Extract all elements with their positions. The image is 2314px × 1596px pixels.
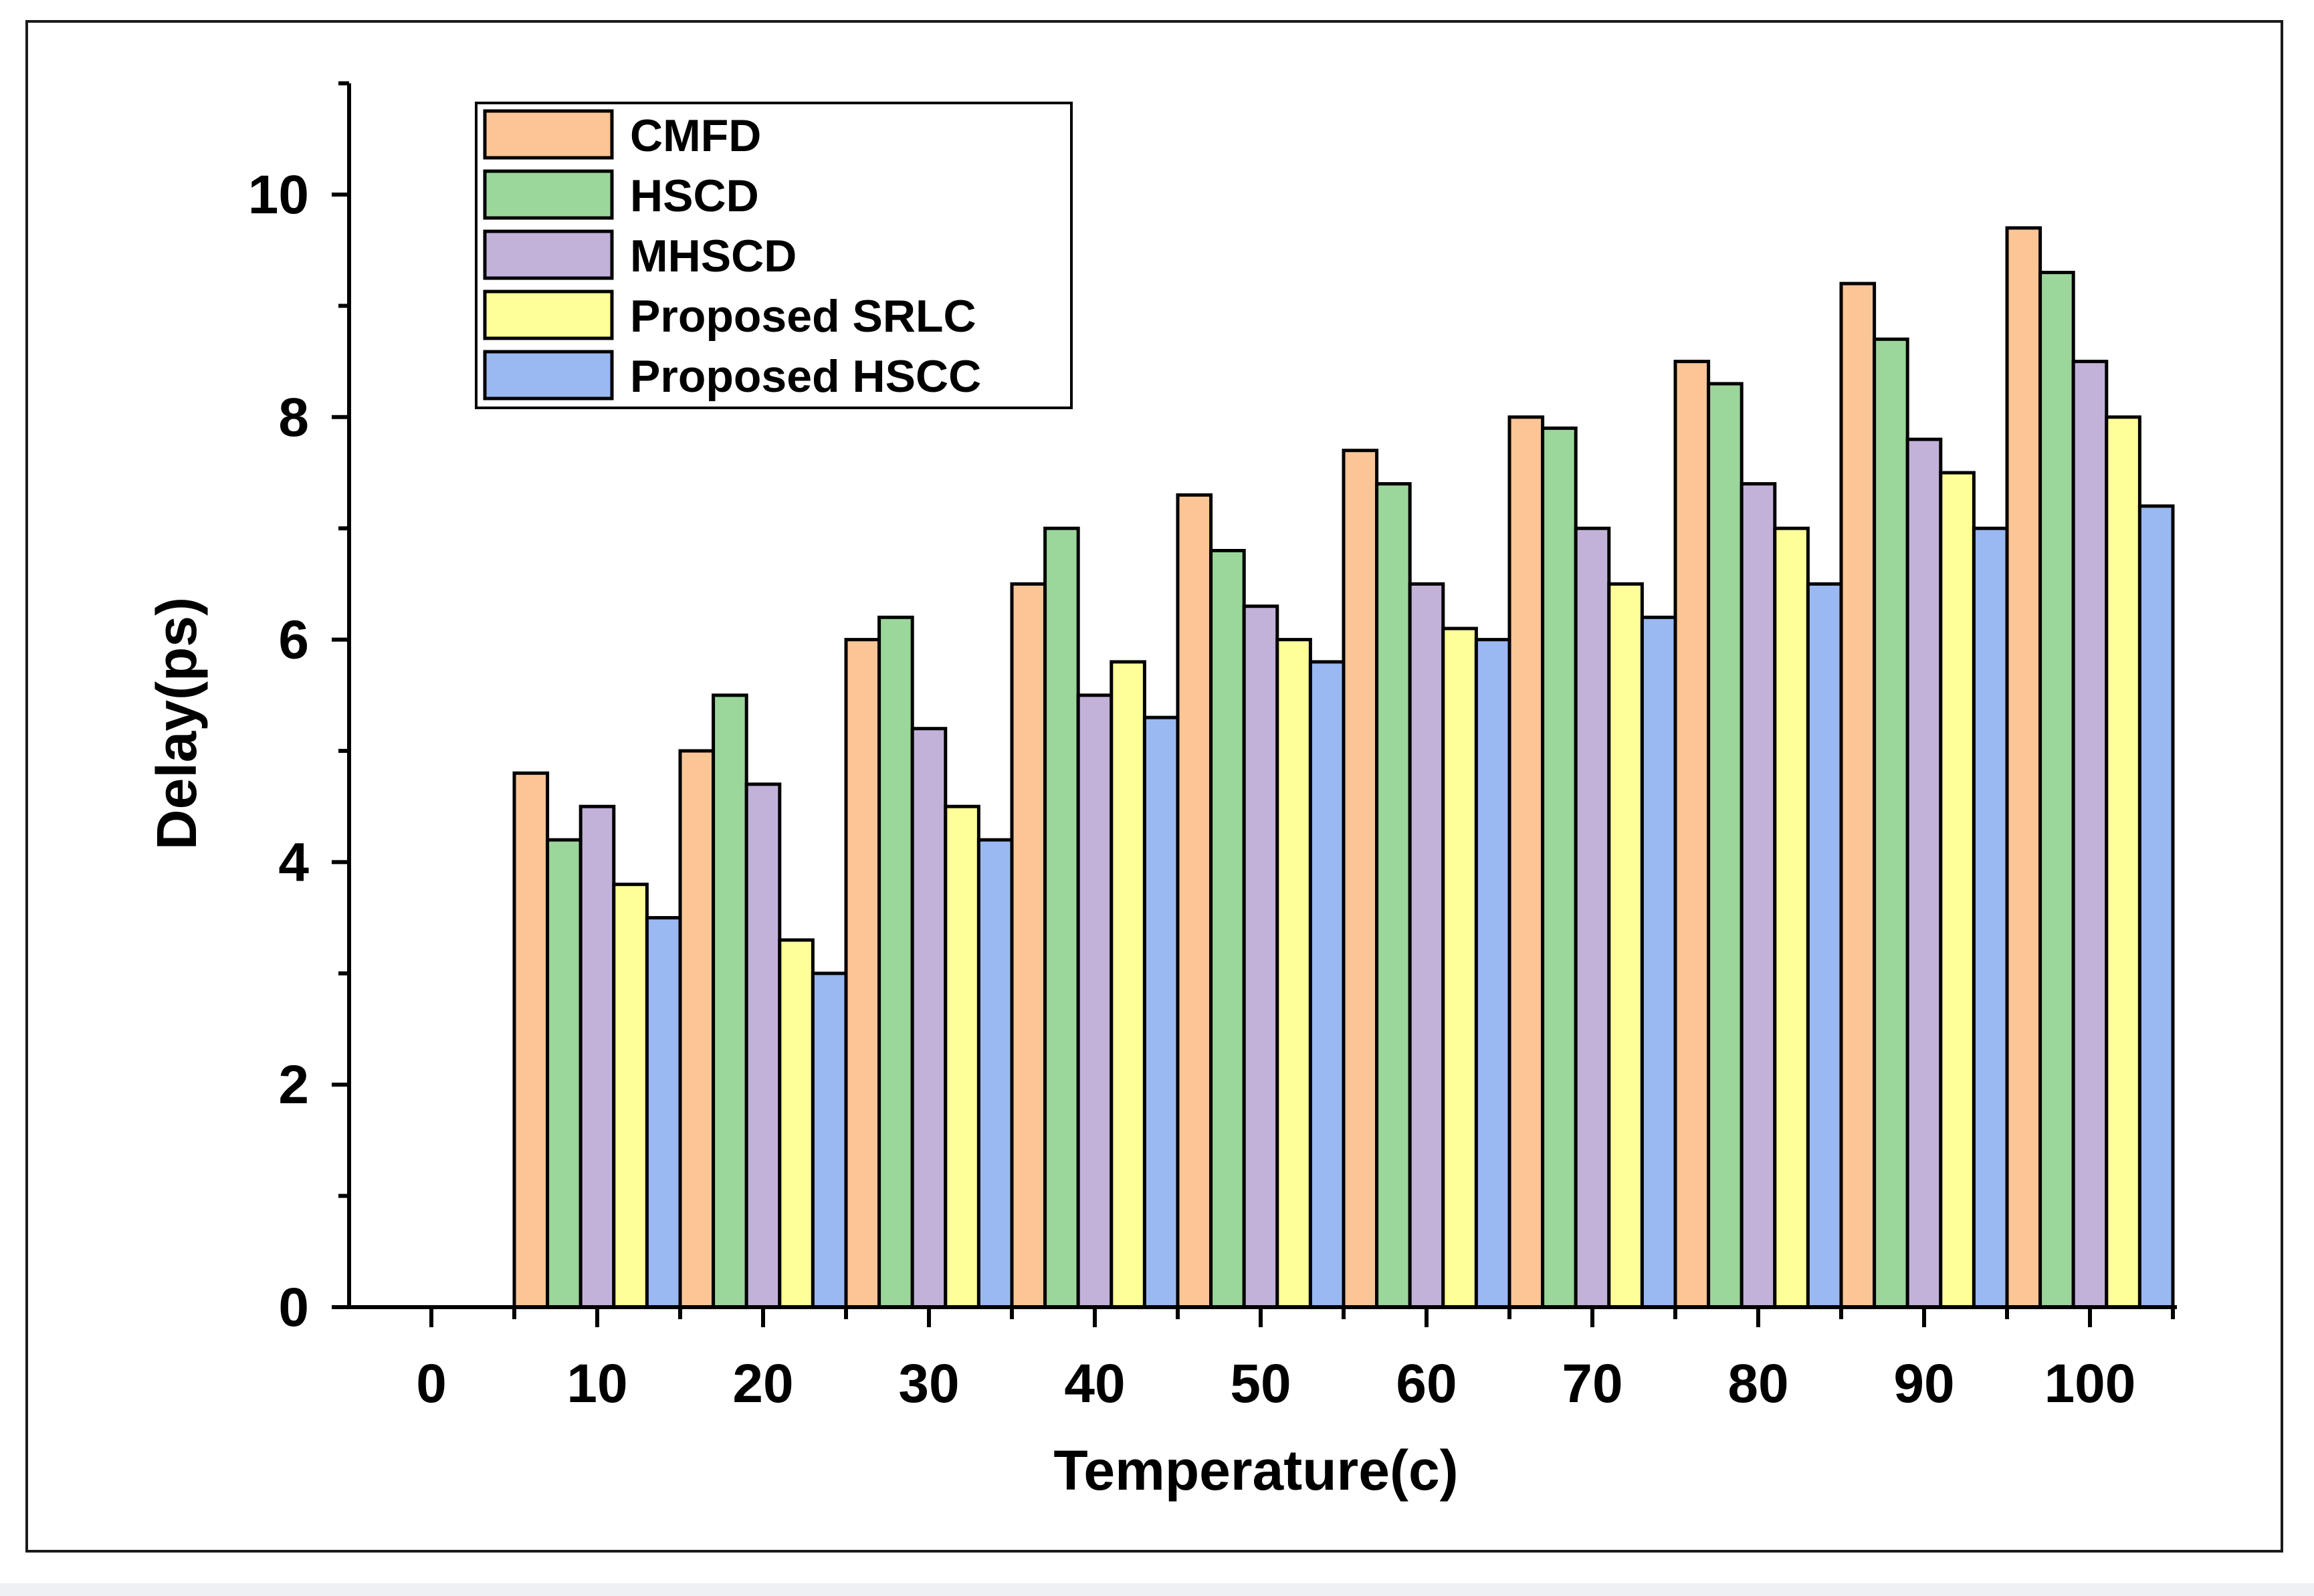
- x-axis-title: Temperature(c): [1053, 1439, 1458, 1502]
- bar-mhscd-60: [1408, 582, 1445, 1309]
- x-tick-label: 30: [898, 1353, 959, 1414]
- bar-proposed-hscc-10: [645, 916, 682, 1309]
- y-tick-label: 6: [278, 610, 309, 671]
- x-tick-label: 40: [1064, 1353, 1125, 1414]
- legend-label-mhscd: MHSCD: [630, 231, 797, 281]
- x-tick-label: 10: [566, 1353, 627, 1414]
- y-tick-label: 2: [278, 1054, 309, 1115]
- page-bottom-strip: [0, 1583, 2314, 1596]
- bar-cmfd-50: [1176, 493, 1213, 1309]
- bar-mhscd-20: [744, 782, 782, 1309]
- x-tick-label: 90: [1893, 1353, 1954, 1414]
- bar-hscd-30: [877, 615, 914, 1309]
- bar-cmfd-80: [1673, 360, 1711, 1309]
- legend-swatch-cmfd: [483, 109, 614, 160]
- bar-hscd-20: [712, 693, 748, 1309]
- bar-proposed-hscc-40: [1142, 715, 1180, 1309]
- x-tick-label: 20: [732, 1353, 793, 1414]
- legend-swatch-proposed-srlc: [483, 290, 614, 340]
- bar-mhscd-70: [1574, 526, 1611, 1309]
- x-tick-label: 0: [416, 1353, 447, 1414]
- bar-proposed-srlc-70: [1607, 582, 1644, 1309]
- bar-mhscd-50: [1242, 604, 1279, 1309]
- legend-label-proposed-hscc: Proposed HSCC: [630, 351, 981, 402]
- bar-cmfd-20: [678, 749, 716, 1309]
- bar-hscd-60: [1375, 482, 1412, 1309]
- x-tick-label: 70: [1562, 1353, 1622, 1414]
- bar-proposed-hscc-30: [976, 838, 1014, 1309]
- bar-proposed-hscc-80: [1806, 582, 1843, 1309]
- legend-label-cmfd: CMFD: [630, 110, 761, 161]
- bar-hscd-80: [1707, 382, 1744, 1309]
- bar-cmfd-90: [1839, 281, 1877, 1309]
- bar-proposed-hscc-100: [2137, 504, 2175, 1309]
- bar-cmfd-10: [512, 771, 550, 1309]
- bar-mhscd-40: [1076, 693, 1114, 1309]
- legend: CMFD HSCD MHSCD Proposed SRLC Proposed HSCC: [475, 102, 1073, 409]
- bar-proposed-hscc-70: [1640, 615, 1677, 1309]
- bar-cmfd-40: [1010, 582, 1047, 1309]
- bar-hscd-10: [546, 838, 583, 1309]
- bar-cmfd-70: [1507, 415, 1545, 1309]
- y-tick-label: 4: [278, 832, 309, 893]
- bar-proposed-srlc-50: [1275, 638, 1312, 1309]
- x-tick-label: 80: [1727, 1353, 1788, 1414]
- bar-cmfd-30: [844, 638, 881, 1309]
- bar-mhscd-10: [578, 804, 616, 1309]
- bar-cmfd-60: [1342, 449, 1379, 1309]
- y-tick-label: 0: [278, 1277, 309, 1338]
- bars-layer: [512, 226, 2175, 1309]
- x-tick-label: 60: [1396, 1353, 1457, 1414]
- bar-hscd-70: [1541, 426, 1578, 1309]
- bar-proposed-srlc-10: [612, 883, 649, 1309]
- bar-cmfd-100: [2005, 226, 2042, 1309]
- bar-proposed-hscc-90: [1972, 526, 2009, 1309]
- x-tick-label: 100: [2044, 1353, 2136, 1414]
- legend-label-hscd: HSCD: [630, 170, 759, 221]
- bar-mhscd-80: [1740, 482, 1777, 1309]
- bar-proposed-srlc-90: [1939, 471, 1976, 1309]
- axes-layer: [347, 83, 2177, 1309]
- bar-mhscd-30: [910, 727, 948, 1309]
- y-tick-label: 10: [248, 164, 309, 225]
- bar-proposed-srlc-40: [1110, 660, 1146, 1309]
- bar-mhscd-100: [2071, 360, 2109, 1309]
- bar-proposed-hscc-50: [1308, 660, 1346, 1309]
- bar-mhscd-90: [1905, 437, 1943, 1309]
- bar-proposed-srlc-100: [2105, 415, 2141, 1309]
- bar-proposed-hscc-60: [1474, 638, 1511, 1309]
- bar-proposed-srlc-80: [1773, 526, 1810, 1309]
- legend-swatch-proposed-hscc: [483, 350, 614, 401]
- bar-hscd-100: [2038, 271, 2075, 1309]
- legend-swatch-mhscd: [483, 229, 614, 280]
- bar-hscd-90: [1873, 337, 1909, 1309]
- bar-proposed-srlc-20: [778, 938, 815, 1309]
- legend-label-proposed-srlc: Proposed SRLC: [630, 291, 976, 342]
- x-tick-label: 50: [1230, 1353, 1291, 1414]
- bar-proposed-srlc-60: [1441, 626, 1478, 1309]
- y-axis-title: Delay(ps): [145, 597, 208, 850]
- bar-hscd-40: [1043, 526, 1080, 1309]
- bar-proposed-hscc-20: [811, 972, 848, 1309]
- bar-hscd-50: [1209, 549, 1246, 1309]
- legend-swatch-hscd: [483, 169, 614, 220]
- y-tick-label: 8: [278, 387, 309, 448]
- bar-proposed-srlc-30: [944, 804, 980, 1309]
